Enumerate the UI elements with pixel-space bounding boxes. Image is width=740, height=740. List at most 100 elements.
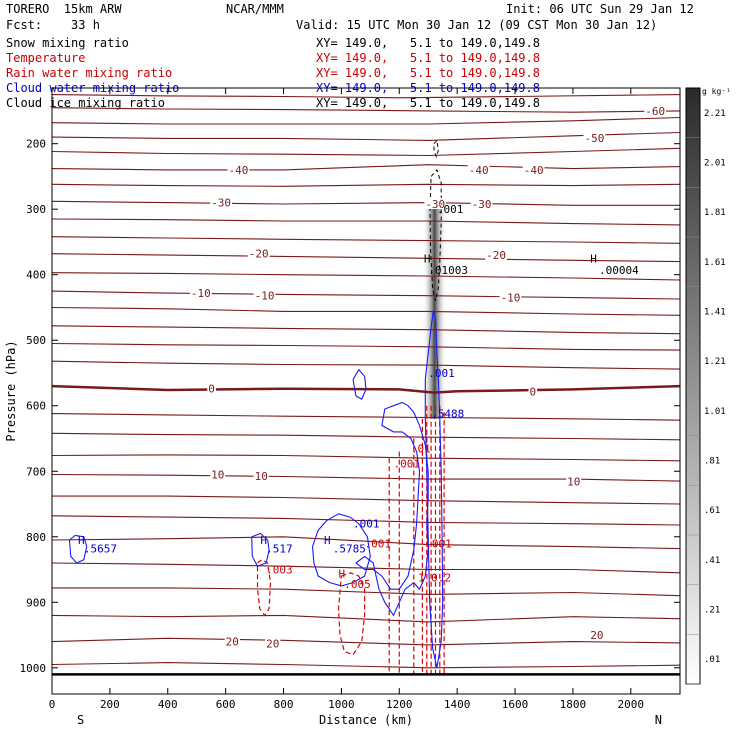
temperature-contour [52, 587, 680, 597]
temperature-label-bg [265, 637, 281, 649]
temperature-contour [52, 253, 680, 263]
mixing-ratio-label: .001 [428, 367, 455, 380]
field-cloud-ice-xy: XY= 149.0, 5.1 to 149.0,149.8 [316, 96, 540, 110]
x-tick-label: 800 [274, 698, 294, 711]
field-cloud-ice-name: Cloud ice mixing ratio [6, 96, 165, 110]
temperature-label: 10 [255, 470, 268, 483]
temperature-label: 20 [590, 629, 603, 642]
temperature-label-bg [247, 247, 270, 259]
colorbar-label: 1.21 [704, 357, 726, 367]
colorbar-label: .21 [704, 606, 720, 616]
temperature-contour [52, 94, 680, 99]
cloud-water-contour [311, 513, 371, 587]
temperature-label: -30 [211, 197, 231, 210]
x-tick-label: 200 [100, 698, 120, 711]
temperature-label: -40 [469, 164, 489, 177]
temperature-contour [52, 432, 680, 441]
mixing-ratio-label: 0.2 [431, 571, 451, 584]
valid-label: Valid: 15 UTC Mon 30 Jan 12 (09 CST Mon … [296, 18, 658, 32]
temperature-contour [52, 107, 680, 113]
temperature-contour [52, 147, 680, 157]
field-temperature-xy: XY= 149.0, 5.1 to 149.0,149.8 [316, 51, 540, 65]
mixing-ratio-label: H [424, 252, 431, 265]
temperature-label-bg [207, 382, 216, 394]
temperature-contour [52, 614, 680, 623]
temperature-label: 0 [208, 383, 215, 396]
temperature-label: -30 [472, 198, 492, 211]
model-label: TORERO 15km ARW [6, 2, 122, 16]
mixing-ratio-label: .517 [266, 543, 293, 556]
colorbar-label: 1.41 [704, 308, 726, 318]
temperature-label: -40 [229, 164, 249, 177]
x-tick-label: 1400 [444, 698, 471, 711]
mixing-ratio-label: H [590, 252, 597, 265]
field-snow-xy: XY= 149.0, 5.1 to 149.0,149.8 [316, 36, 540, 50]
x-tick-label: 0 [49, 698, 56, 711]
cloud-water-contour [424, 310, 444, 668]
mixing-ratio-label: .001 [353, 518, 380, 531]
mixing-ratio-label: .5488 [431, 408, 464, 421]
temperature-label-bg [528, 385, 538, 397]
temperature-contour [52, 325, 680, 335]
field-rain-name: Rain water mixing ratio [6, 66, 173, 80]
temperature-contour [52, 183, 680, 187]
y-tick-label: 900 [26, 596, 46, 609]
mixing-ratio-label: .5785 [333, 543, 366, 556]
y-tick-label: 1000 [20, 662, 47, 675]
temperature-label-bg [189, 287, 212, 299]
temperature-label-bg [224, 635, 240, 647]
y-tick-label: 600 [26, 400, 46, 413]
temperature-contour [52, 495, 680, 505]
y-tick-label: 300 [26, 203, 46, 216]
field-snow-name: Snow mixing ratio [6, 36, 129, 50]
temperature-contour [52, 342, 680, 351]
y-tick-label: 200 [26, 138, 46, 151]
temperature-label-bg [589, 629, 605, 641]
temperature-label: -20 [249, 248, 269, 261]
temperature-label-bg [253, 469, 269, 481]
cloud-ice-contour [429, 168, 442, 302]
cloud-water-contour [352, 368, 367, 400]
temperature-label: 10 [211, 469, 224, 482]
temperature-label-bg [566, 475, 582, 487]
temperature-contour [52, 536, 680, 550]
temperature-contour [52, 637, 680, 646]
temperature-label-bg [470, 197, 493, 209]
temperature-label: -50 [584, 132, 604, 145]
x-tick-label: 1200 [386, 698, 413, 711]
temperature-contour [52, 562, 680, 574]
colorbar-label: .41 [704, 556, 720, 566]
temperature-label: -60 [645, 105, 665, 118]
temperature-label-bg [644, 104, 667, 116]
temperature-contour [52, 662, 680, 669]
temperature-label: -10 [255, 290, 275, 303]
temperature-label-bg [253, 289, 276, 301]
left-end-label: S [77, 713, 84, 727]
mixing-ratio-label: H [78, 534, 85, 547]
snow-column [422, 202, 447, 419]
temperature-contour [52, 116, 680, 125]
colorbar-label: 2.01 [704, 159, 726, 169]
mixing-ratio-label: .5657 [84, 543, 117, 556]
temperature-contour [52, 272, 680, 281]
colorbar-label: 1.61 [704, 258, 726, 268]
temperature-contour [52, 290, 680, 300]
temperature-label-bg [485, 249, 507, 261]
field-temperature-name: Temperature [6, 51, 86, 65]
colorbar-label: .61 [704, 506, 720, 516]
temperature-contour [52, 515, 680, 526]
y-axis-title: Pressure (hPa) [4, 340, 18, 441]
temperature-label: 20 [226, 636, 239, 649]
temperature-contour [52, 236, 680, 244]
mixing-ratio-label: H [339, 567, 346, 580]
field-rain-xy: XY= 149.0, 5.1 to 149.0,149.8 [316, 66, 540, 80]
right-end-label: N [655, 713, 662, 727]
mixing-ratio-label: .001 [437, 203, 464, 216]
y-tick-label: 500 [26, 334, 46, 347]
temperature-label: -20 [486, 249, 506, 262]
cloud-ice-contour [433, 139, 439, 159]
x-tick-label: 1800 [560, 698, 587, 711]
y-tick-label: 400 [26, 269, 46, 282]
temperature-label-bg [522, 163, 545, 175]
